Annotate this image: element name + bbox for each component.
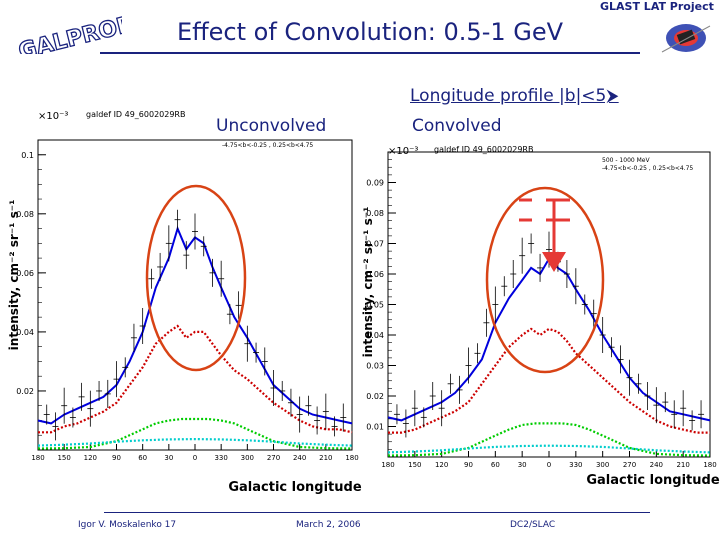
y-tick-label: 0.03 bbox=[366, 362, 384, 371]
x-tick-label: 120 bbox=[84, 454, 97, 462]
series-line-1 bbox=[38, 324, 353, 434]
series-line-3 bbox=[37, 437, 353, 447]
x-tick-label: 270 bbox=[267, 454, 280, 462]
footer-date: March 2, 2006 bbox=[296, 520, 361, 530]
y-tick-label: 0.02 bbox=[366, 392, 384, 401]
panel-label-unconvolved: Unconvolved bbox=[216, 116, 327, 136]
y-tick-label: 0.01 bbox=[366, 423, 384, 432]
x-tick-label: 0 bbox=[547, 461, 551, 469]
series-line-0 bbox=[37, 225, 353, 425]
x-tick-label: 150 bbox=[408, 461, 421, 469]
y-tick-label: 0.05 bbox=[366, 301, 384, 310]
chart-unconvolved: ×10⁻³ galdef ID 49_6002029RB -4.75<b<-0.… bbox=[7, 110, 362, 495]
series-line-3 bbox=[387, 444, 711, 454]
x-tick-label: 240 bbox=[650, 461, 663, 469]
profile-subtitle: Longitude profile |b|<5⮞ bbox=[410, 86, 619, 106]
title-divider bbox=[100, 52, 640, 54]
x-tick-label: 330 bbox=[214, 454, 227, 462]
x-axis-label: Galactic longitude bbox=[586, 473, 719, 488]
x-tick-label: 90 bbox=[112, 454, 121, 462]
y-tick-label: 0.1 bbox=[21, 151, 34, 160]
y-tick-label: 0.06 bbox=[366, 270, 384, 279]
y-tick-label: 0.07 bbox=[366, 240, 384, 249]
series-line-1 bbox=[388, 327, 710, 434]
glast-satellite-icon bbox=[656, 14, 716, 64]
chart-annotation: -4.75<b<-0.25 , 0.25<b<4.75 bbox=[222, 142, 313, 149]
footer-author: Igor V. Moskalenko 17 bbox=[78, 520, 177, 530]
y-axis-label: intensity, cm⁻² sr⁻¹ s⁻¹ bbox=[361, 207, 375, 358]
chart-convolved: ×10⁻³ galdef ID 49_6002029RB 500 - 1000 … bbox=[361, 145, 720, 488]
y-tick-label: 0.08 bbox=[16, 210, 34, 219]
galprop-logo-icon: GALPROP bbox=[12, 4, 137, 65]
x-tick-label: 210 bbox=[676, 461, 689, 469]
glast-project-label: GLAST LAT Project bbox=[600, 0, 714, 13]
x-tick-label: 180 bbox=[31, 454, 44, 462]
x-tick-label: 300 bbox=[596, 461, 609, 469]
y-tick-label: 0.02 bbox=[16, 387, 34, 396]
y-axis-label: intensity, cm⁻² sr⁻¹ s⁻¹ bbox=[7, 200, 21, 351]
x-tick-label: 90 bbox=[464, 461, 473, 469]
plot-title: galdef ID 49_6002029RB bbox=[86, 110, 185, 119]
footer-place: DC2/SLAC bbox=[510, 520, 556, 530]
plot-frame bbox=[387, 151, 711, 458]
x-tick-label: 60 bbox=[491, 461, 500, 469]
highlight-ellipse bbox=[485, 186, 605, 374]
chart-exponent: ×10⁻³ bbox=[38, 111, 68, 122]
x-tick-label: 120 bbox=[435, 461, 448, 469]
x-tick-label: 330 bbox=[569, 461, 582, 469]
x-tick-label: 150 bbox=[57, 454, 70, 462]
series-line-0 bbox=[387, 257, 711, 422]
x-axis-label: Galactic longitude bbox=[228, 480, 361, 495]
y-tick-label: 0.06 bbox=[16, 269, 34, 278]
x-tick-label: 30 bbox=[518, 461, 527, 469]
x-tick-label: 210 bbox=[319, 454, 332, 462]
x-tick-label: 60 bbox=[138, 454, 147, 462]
footer-divider bbox=[104, 512, 650, 513]
x-tick-label: 30 bbox=[164, 454, 173, 462]
x-tick-label: 240 bbox=[293, 454, 306, 462]
chart-annotation: 500 - 1000 MeV -4.75<b<-0.25 , 0.25<b<4.7… bbox=[602, 157, 693, 172]
down-arrow-icon bbox=[519, 198, 570, 272]
x-tick-label: 180 bbox=[345, 454, 358, 462]
plot-title: galdef ID 49_6002029RB bbox=[434, 145, 533, 154]
x-tick-label: 180 bbox=[703, 461, 716, 469]
slide-title: Effect of Convolution: 0.5-1 GeV bbox=[176, 18, 564, 46]
y-tick-label: 0.09 bbox=[366, 179, 384, 188]
x-tick-label: 0 bbox=[193, 454, 197, 462]
x-tick-label: 270 bbox=[623, 461, 636, 469]
series-line-2 bbox=[387, 422, 711, 457]
panel-label-convolved: Convolved bbox=[412, 116, 502, 136]
x-tick-label: 300 bbox=[241, 454, 254, 462]
highlight-ellipse bbox=[145, 184, 247, 372]
y-tick-label: 0.04 bbox=[366, 331, 384, 340]
y-tick-label: 0.08 bbox=[366, 209, 384, 218]
galprop-logo-text: GALPROP bbox=[16, 12, 122, 54]
y-tick-label: 0.04 bbox=[16, 328, 34, 337]
x-tick-label: 180 bbox=[381, 461, 394, 469]
